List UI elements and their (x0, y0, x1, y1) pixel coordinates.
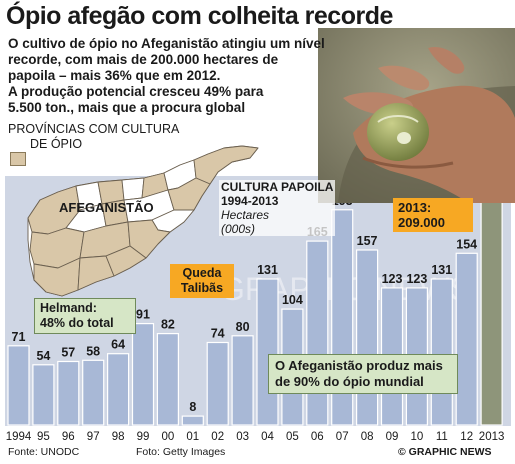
bar-06 (306, 240, 329, 426)
intro-line: 5.500 ton., mais que a procura global (8, 100, 246, 115)
tick-label-09: 09 (386, 431, 399, 443)
bar-12 (455, 252, 478, 426)
value-label-1994: 71 (12, 330, 26, 344)
producer-callout: O Afeganistão produz mais de 90% do ópio… (268, 354, 458, 394)
bar-08 (356, 249, 379, 426)
intro-line: O cultivo de ópio no Afeganistão atingiu… (8, 36, 325, 51)
tick-label-05: 05 (286, 431, 299, 443)
legend-swatch (10, 152, 26, 166)
tick-labels-group: 1994 95 96 97 98 99 00 01 02 03 04 05 06 07 08 09 10 11 12… (6, 431, 505, 443)
bar-11 (430, 278, 453, 426)
source-credit: Fonte: UNODC (8, 446, 80, 458)
tick-label-97: 97 (87, 431, 100, 443)
tick-label-02: 02 (211, 431, 224, 443)
value-label-08: 157 (357, 234, 378, 248)
chart-subtitle-title: CULTURA PAPOILA (221, 180, 334, 194)
value-label-12: 154 (456, 237, 477, 251)
tick-label-10: 10 (411, 431, 424, 443)
bar-1994 (7, 345, 30, 426)
bar-96 (57, 360, 80, 426)
tick-label-95: 95 (37, 431, 50, 443)
value-label-99: 91 (136, 308, 150, 322)
chart-subtitle-scale: (000s) (221, 222, 256, 236)
value-label-00: 82 (161, 318, 175, 332)
tick-label-06: 06 (311, 431, 324, 443)
callout-line: 2013: (398, 200, 432, 215)
callout-line: Talibãs (180, 281, 224, 295)
bar-03 (231, 335, 254, 426)
tick-label-01: 01 (186, 431, 199, 443)
tick-label-2013: 2013 (479, 431, 505, 443)
tick-label-99: 99 (137, 431, 150, 443)
callout-line: Queda (182, 266, 222, 280)
tick-label-1994: 1994 (6, 431, 32, 443)
intro-line: A produção potencial cresceu 49% para (8, 84, 264, 99)
value-label-98: 64 (111, 338, 125, 352)
callout-line: O Afeganistão produz mais (275, 358, 443, 373)
value-label-97: 58 (86, 344, 100, 358)
tick-label-11: 11 (436, 431, 448, 443)
tick-label-00: 00 (162, 431, 175, 443)
bar-97 (82, 359, 105, 426)
taliban-callout: Queda Talibãs (170, 264, 234, 298)
afghanistan-map (27, 145, 259, 297)
intro-line: papoila – mais 36% que em 2012. (8, 68, 221, 83)
tick-label-03: 03 (236, 431, 249, 443)
value-label-03: 80 (236, 320, 250, 334)
chart-subtitle: CULTURA PAPOILA 1994-2013 Hectares (000s… (219, 180, 336, 236)
bar-00 (156, 333, 179, 426)
tick-label-07: 07 (336, 431, 349, 443)
brand-credit: © GRAPHIC NEWS (398, 446, 492, 458)
bar-2013 (480, 191, 503, 426)
tick-label-98: 98 (112, 431, 125, 443)
bar-95 (32, 364, 55, 426)
value-label-02: 74 (211, 327, 225, 341)
tick-label-08: 08 (361, 431, 374, 443)
photo-credit: Foto: Getty Images (136, 446, 226, 458)
callout-line: de 90% do ópio mundial (275, 374, 424, 389)
intro-line: recorde, com mais de 200.000 hectares de (8, 52, 279, 67)
value-label-96: 57 (61, 346, 75, 360)
bar-02 (206, 341, 229, 426)
value-label-04: 131 (257, 263, 278, 277)
year-2013-callout: 2013: 209.000 (393, 198, 473, 232)
value-label-01: 8 (189, 400, 196, 414)
map-legend-title: PROVÍNCIAS COM CULTURA DE ÓPIO (8, 122, 179, 152)
page-title: Ópio afegão com colheita recorde (6, 2, 393, 30)
value-label-09: 123 (382, 272, 403, 286)
callout-line: 209.000 (398, 215, 445, 230)
callout-line: Helmand: (40, 301, 97, 315)
country-label: AFEGANISTÃO (59, 200, 154, 215)
chart-subtitle-years: 1994-2013 (221, 194, 279, 208)
legend-title-line: PROVÍNCIAS COM CULTURA (8, 122, 180, 136)
value-label-11: 131 (431, 263, 452, 277)
bar-01 (181, 415, 204, 426)
legend-title-line: DE ÓPIO (30, 137, 83, 151)
tick-label-04: 04 (261, 431, 274, 443)
hand-with-poppy-photo (318, 28, 515, 203)
tick-label-12: 12 (460, 431, 473, 443)
intro-text: O cultivo de ópio no Afeganistão atingiu… (8, 36, 328, 116)
value-label-10: 123 (406, 272, 427, 286)
bar-98 (106, 353, 130, 426)
value-label-95: 54 (36, 349, 50, 363)
value-label-05: 104 (282, 293, 303, 307)
chart-subtitle-unit: Hectares (221, 208, 270, 222)
helmand-callout: Helmand: 48% do total (34, 298, 136, 334)
tick-label-96: 96 (62, 431, 75, 443)
callout-line: 48% do total (40, 316, 114, 330)
bar-99 (131, 323, 155, 426)
